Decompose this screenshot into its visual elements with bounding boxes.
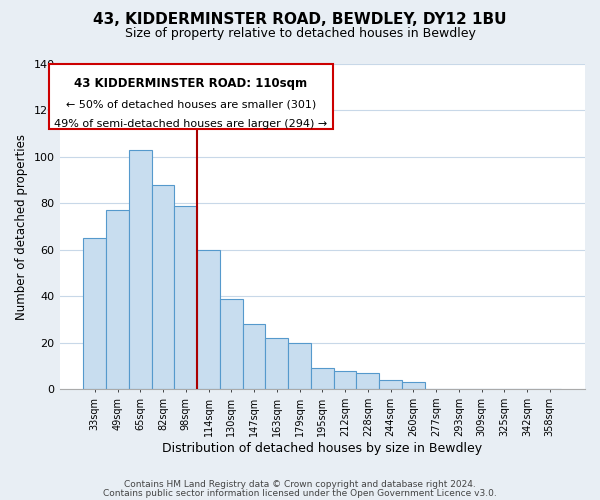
Bar: [402, 382, 425, 390]
Text: 43, KIDDERMINSTER ROAD, BEWDLEY, DY12 1BU: 43, KIDDERMINSTER ROAD, BEWDLEY, DY12 1B…: [93, 12, 507, 28]
Bar: [288, 343, 311, 390]
Bar: [106, 210, 129, 390]
Bar: [265, 338, 288, 390]
Bar: [175, 206, 197, 390]
X-axis label: Distribution of detached houses by size in Bewdley: Distribution of detached houses by size …: [162, 442, 482, 455]
Bar: [220, 298, 242, 390]
Bar: [242, 324, 265, 390]
Text: 43 KIDDERMINSTER ROAD: 110sqm: 43 KIDDERMINSTER ROAD: 110sqm: [74, 77, 307, 90]
Text: Contains public sector information licensed under the Open Government Licence v3: Contains public sector information licen…: [103, 489, 497, 498]
Text: Size of property relative to detached houses in Bewdley: Size of property relative to detached ho…: [125, 28, 475, 40]
Bar: [311, 368, 334, 390]
Text: Contains HM Land Registry data © Crown copyright and database right 2024.: Contains HM Land Registry data © Crown c…: [124, 480, 476, 489]
FancyBboxPatch shape: [49, 64, 333, 129]
Bar: [356, 373, 379, 390]
Bar: [83, 238, 106, 390]
Text: 49% of semi-detached houses are larger (294) →: 49% of semi-detached houses are larger (…: [54, 120, 328, 130]
Y-axis label: Number of detached properties: Number of detached properties: [15, 134, 28, 320]
Text: ← 50% of detached houses are smaller (301): ← 50% of detached houses are smaller (30…: [66, 100, 316, 110]
Bar: [379, 380, 402, 390]
Bar: [334, 370, 356, 390]
Bar: [152, 185, 175, 390]
Bar: [129, 150, 152, 390]
Bar: [197, 250, 220, 390]
